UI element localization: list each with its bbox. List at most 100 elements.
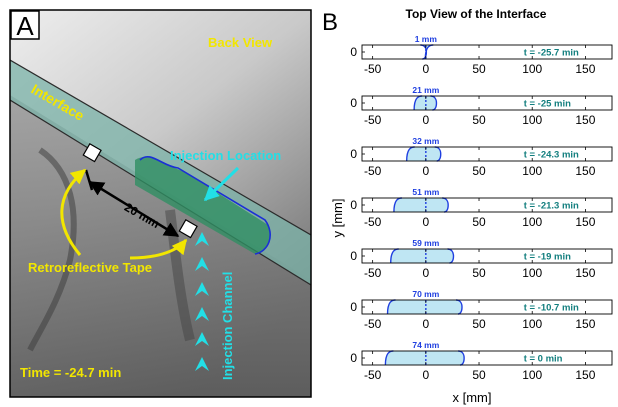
- x-tick-label: 50: [472, 317, 486, 331]
- retroreflective-tape-label: Retroreflective Tape: [28, 260, 152, 275]
- panel-a-label-box: [10, 10, 40, 40]
- time-label: t = -21.3 min: [524, 201, 579, 212]
- y-tick-label: 0: [350, 249, 357, 263]
- x-tick-label: 50: [472, 266, 486, 280]
- panel-a-label: A: [16, 11, 34, 41]
- back-view-label: Back View: [208, 35, 273, 50]
- channel-chevron-3: [195, 282, 209, 296]
- x-tick-label: 0: [422, 266, 429, 280]
- x-tick-label: 150: [575, 62, 595, 76]
- injection-location-arrow: [203, 166, 240, 202]
- size-label: 74 mm: [412, 340, 439, 350]
- x-tick-label: -50: [364, 164, 382, 178]
- size-label: 70 mm: [412, 289, 439, 299]
- axes-box: [361, 95, 613, 111]
- x-tick-label: -50: [364, 317, 382, 331]
- time-label: t = -25 min: [524, 99, 571, 110]
- x-tick-label: 0: [422, 62, 429, 76]
- x-tick-label: 150: [575, 164, 595, 178]
- spread-area: [414, 96, 437, 110]
- x-tick-label: -50: [364, 215, 382, 229]
- snapshot-row-3: 0 -50 0 50 100 150 32 mm t = -24.3 min: [350, 136, 613, 178]
- interface-front: [139, 155, 271, 255]
- x-tick-label: -50: [364, 266, 382, 280]
- x-tick-label: 100: [522, 62, 542, 76]
- x-tick-label: 150: [575, 113, 595, 127]
- panel-b-chart: B Top View of the Interface y [mm] x [mm…: [322, 7, 613, 405]
- x-tick-label: 50: [472, 62, 486, 76]
- time-label: t = -10.7 min: [524, 303, 579, 314]
- x-tick-label: 50: [472, 368, 486, 382]
- x-tick-label: 150: [575, 266, 595, 280]
- size-label: 21 mm: [412, 85, 439, 95]
- channel-chevron-2: [195, 257, 209, 271]
- spread-area: [406, 147, 441, 161]
- x-tick-label: 150: [575, 368, 595, 382]
- x-tick-label: 100: [522, 317, 542, 331]
- x-tick-label: -50: [364, 113, 382, 127]
- x-tick-label: 50: [472, 113, 486, 127]
- x-tick-label: 50: [472, 164, 486, 178]
- size-label: 32 mm: [412, 136, 439, 146]
- spread-area: [387, 300, 462, 314]
- channel-chevron-1: [195, 232, 209, 246]
- time-label: t = -19 min: [524, 252, 571, 263]
- snapshot-rows: 0 -50 0 50 100 150 1 mm t = -25.7 min 0 -50 0 50 100…: [350, 34, 613, 382]
- x-tick-label: 100: [522, 368, 542, 382]
- channel-chevron-4: [195, 307, 209, 321]
- y-tick-label: 0: [350, 45, 357, 59]
- x-tick-label: -50: [364, 368, 382, 382]
- snapshot-row-4: 0 -50 0 50 100 150 51 mm t = -21.3 min: [350, 187, 613, 229]
- tape-arrow-2: [129, 238, 188, 260]
- channel-chevron-5: [195, 332, 209, 346]
- y-tick-label: 0: [350, 198, 357, 212]
- snapshot-row-6: 0 -50 0 50 100 150 70 mm t = -10.7 min: [350, 289, 613, 331]
- x-tick-label: 100: [522, 113, 542, 127]
- x-tick-label: 100: [522, 164, 542, 178]
- spread-area: [420, 45, 434, 59]
- channel-chevron-6: [195, 357, 209, 371]
- x-tick-label: 150: [575, 215, 595, 229]
- tape-square-1: [82, 142, 102, 163]
- panel-a-photo: A Back View Interface Injection Location…: [9, 9, 312, 398]
- y-tick-label: 0: [350, 300, 357, 314]
- y-tick-label: 0: [350, 351, 357, 365]
- size-label: 59 mm: [412, 238, 439, 248]
- spread-area: [390, 249, 454, 263]
- tape-arrow-1: [60, 168, 87, 256]
- panel-b-label: B: [322, 9, 338, 36]
- x-tick-label: 50: [472, 215, 486, 229]
- x-tick-label: 0: [422, 113, 429, 127]
- size-label: 1 mm: [415, 34, 438, 44]
- time-label: t = -24.3 min: [524, 150, 579, 161]
- x-tick-label: 0: [422, 368, 429, 382]
- x-tick-label: 150: [575, 317, 595, 331]
- x-axis-label: x [mm]: [453, 390, 492, 405]
- x-tick-label: 100: [522, 215, 542, 229]
- y-tick-label: 0: [350, 147, 357, 161]
- chart-title: Top View of the Interface: [406, 7, 547, 21]
- y-tick-label: 0: [350, 96, 357, 110]
- tape-square-2: [178, 218, 198, 239]
- spread-area: [393, 198, 449, 212]
- snapshot-row-5: 0 -50 0 50 100 150 59 mm t = -19 min: [350, 238, 613, 280]
- time-label: Time = -24.7 min: [20, 365, 121, 380]
- injection-channel-arrows: [195, 232, 209, 371]
- x-tick-label: 100: [522, 266, 542, 280]
- snapshot-row-7: 0 -50 0 50 100 150 74 mm t = 0 min: [350, 340, 613, 382]
- injection-location-label: Injection Location: [170, 148, 281, 163]
- injection-channel-label: Injection Channel: [220, 272, 235, 380]
- time-label: t = 0 min: [524, 354, 563, 365]
- x-tick-label: -50: [364, 62, 382, 76]
- x-tick-label: 0: [422, 215, 429, 229]
- x-tick-label: 0: [422, 164, 429, 178]
- time-label: t = -25.7 min: [524, 48, 579, 59]
- distance-arrow: [88, 180, 180, 238]
- size-label: 51 mm: [412, 187, 439, 197]
- y-axis-label: y [mm]: [330, 199, 345, 238]
- spread-area: [385, 351, 465, 365]
- snapshot-row-2: 0 -50 0 50 100 150 21 mm t = -25 min: [350, 85, 613, 127]
- x-tick-label: 0: [422, 317, 429, 331]
- snapshot-row-1: 0 -50 0 50 100 150 1 mm t = -25.7 min: [350, 34, 613, 76]
